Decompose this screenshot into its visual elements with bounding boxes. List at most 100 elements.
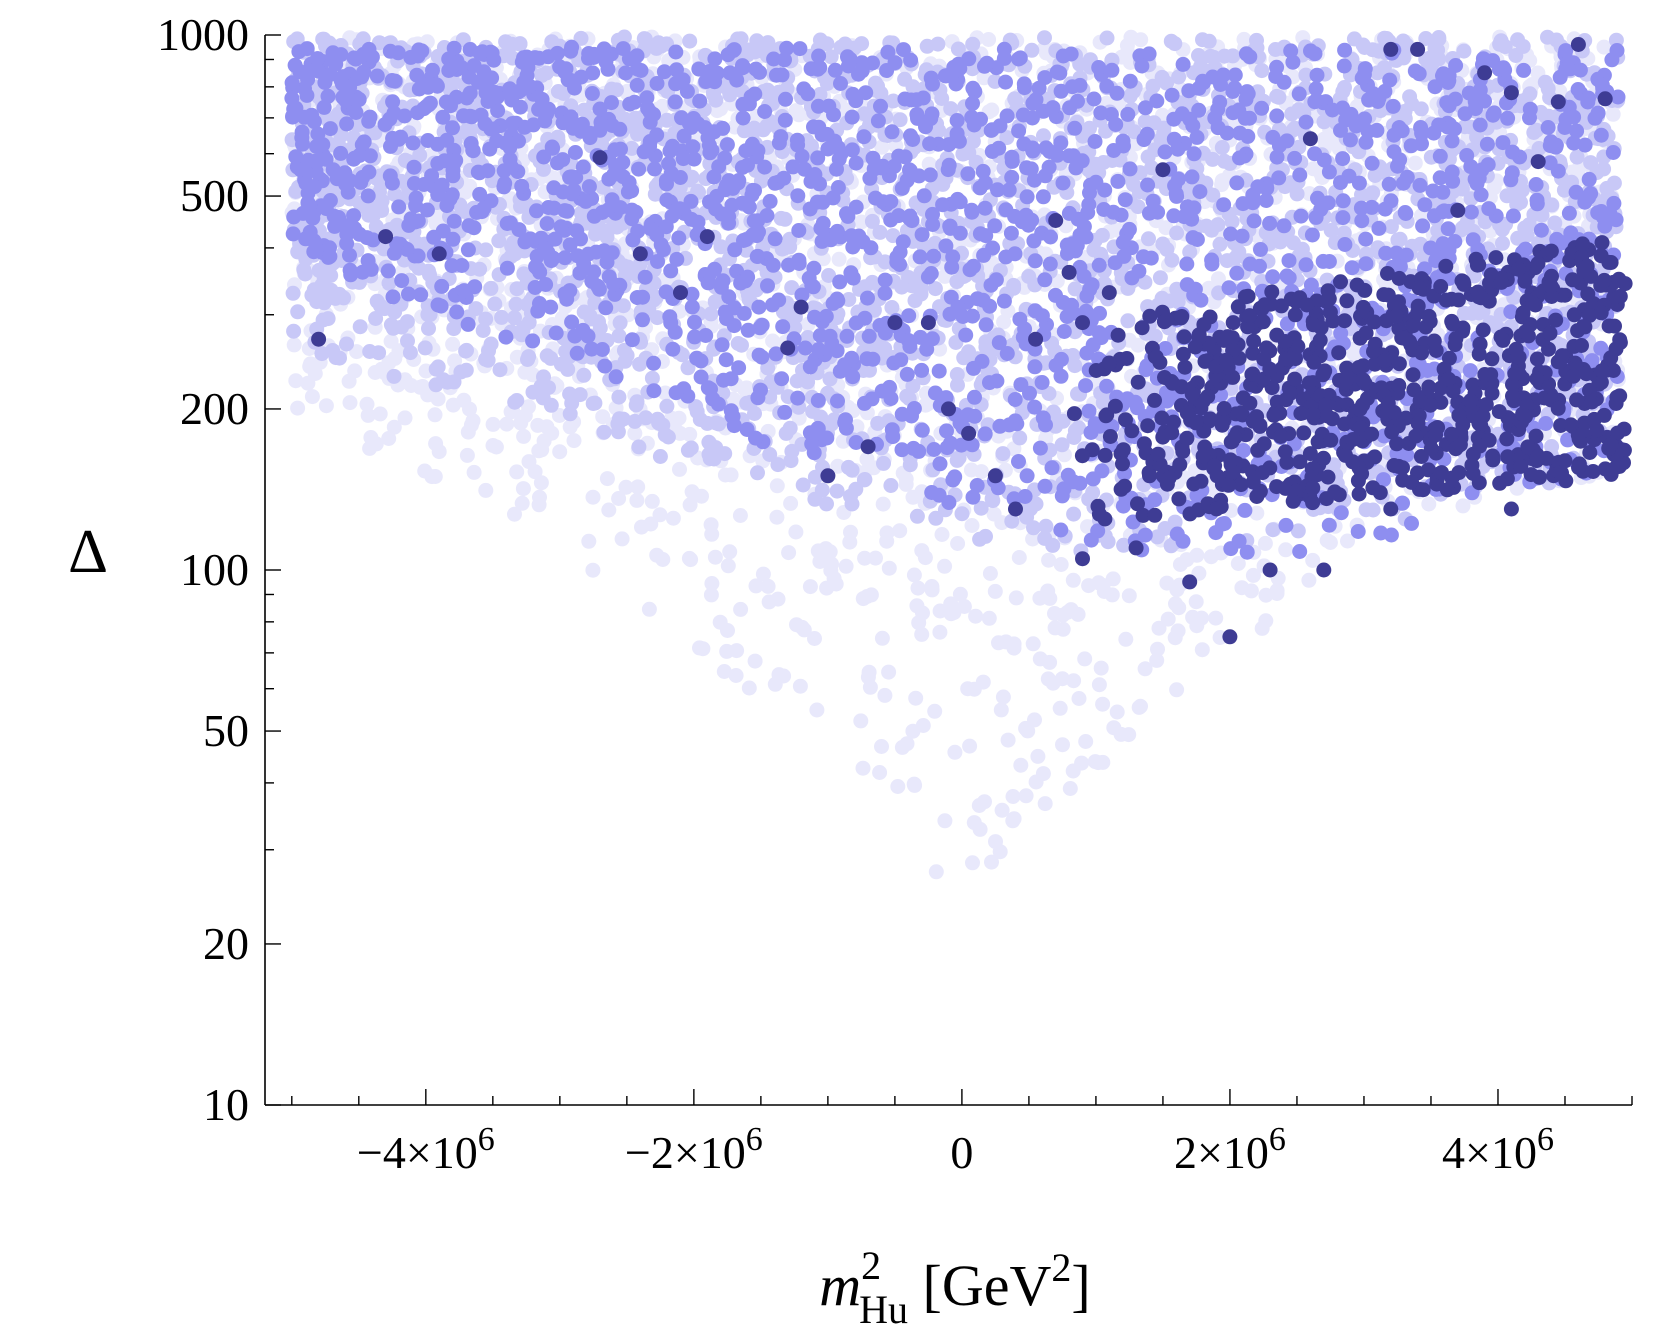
point	[978, 528, 993, 544]
point	[870, 415, 886, 431]
point	[894, 739, 910, 755]
point	[730, 336, 746, 351]
point	[949, 452, 965, 468]
point	[855, 760, 871, 776]
point	[1071, 691, 1087, 706]
point	[614, 531, 630, 547]
point	[856, 472, 872, 488]
point	[814, 482, 830, 498]
point	[1149, 652, 1165, 668]
point	[1109, 704, 1125, 720]
point	[402, 345, 418, 361]
point	[1455, 498, 1471, 514]
point	[525, 384, 541, 400]
point	[1540, 81, 1556, 97]
point	[859, 589, 875, 604]
point	[618, 479, 634, 495]
point	[475, 323, 491, 338]
point	[1305, 552, 1321, 568]
point	[652, 449, 668, 464]
point	[290, 304, 306, 320]
point	[909, 598, 925, 614]
point	[802, 579, 818, 595]
point	[297, 266, 313, 282]
point	[1062, 781, 1078, 796]
point	[747, 653, 763, 669]
point	[466, 464, 482, 480]
point	[1169, 682, 1185, 698]
point	[599, 471, 615, 487]
point	[483, 280, 499, 296]
point	[530, 303, 546, 319]
point	[285, 285, 301, 301]
point	[368, 311, 384, 326]
point	[1006, 811, 1022, 827]
point	[1230, 556, 1246, 571]
point	[943, 596, 959, 612]
point	[485, 416, 501, 432]
point	[720, 558, 736, 574]
point	[812, 32, 828, 48]
point	[1154, 69, 1170, 85]
point	[1254, 63, 1270, 79]
point	[1154, 290, 1170, 306]
point	[660, 429, 676, 445]
point	[927, 703, 943, 719]
point	[397, 410, 413, 426]
point	[651, 35, 667, 51]
point	[668, 44, 684, 60]
point	[428, 436, 444, 452]
point	[499, 260, 515, 276]
point	[576, 367, 592, 383]
point	[1258, 587, 1274, 603]
point	[1340, 533, 1355, 549]
point	[1402, 89, 1418, 105]
point	[884, 124, 900, 140]
point	[864, 274, 880, 290]
point	[1581, 171, 1597, 187]
point	[906, 567, 922, 583]
point	[635, 312, 650, 328]
point	[844, 462, 860, 478]
point	[1152, 270, 1168, 286]
point	[381, 431, 397, 446]
point	[761, 594, 777, 610]
point	[862, 679, 878, 695]
point	[830, 393, 845, 409]
point	[968, 608, 984, 624]
point	[874, 139, 890, 155]
point	[1053, 557, 1069, 572]
point	[1024, 42, 1040, 58]
point	[487, 296, 503, 312]
point	[1032, 590, 1048, 606]
point	[890, 779, 906, 794]
point	[494, 309, 510, 325]
point	[868, 550, 883, 566]
point	[848, 155, 864, 171]
point	[963, 462, 979, 478]
point	[964, 518, 980, 533]
point	[765, 333, 781, 349]
point	[453, 364, 469, 380]
point	[1335, 210, 1351, 226]
point	[872, 765, 888, 780]
point	[599, 223, 615, 239]
point	[1495, 235, 1510, 251]
point	[987, 583, 1003, 599]
point	[819, 496, 834, 512]
point	[741, 680, 757, 696]
point	[509, 393, 525, 408]
point	[1054, 437, 1070, 453]
point	[1036, 41, 1052, 57]
point	[1137, 661, 1153, 677]
point	[1093, 660, 1109, 676]
point	[1276, 218, 1292, 234]
point	[797, 340, 813, 356]
point	[782, 239, 798, 255]
point	[1030, 748, 1046, 764]
point	[1150, 641, 1165, 657]
point	[318, 398, 334, 414]
point	[611, 328, 627, 344]
point	[883, 478, 899, 493]
point	[427, 407, 443, 423]
